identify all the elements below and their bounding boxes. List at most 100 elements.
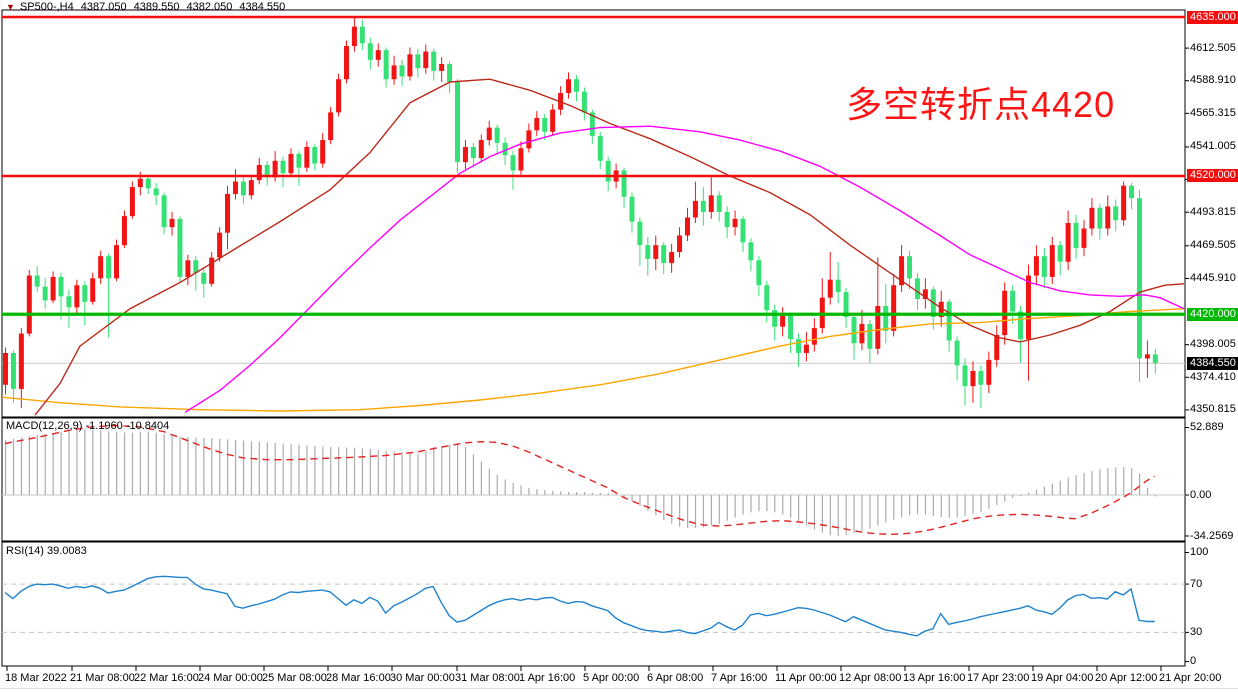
macd-histogram-bar [12, 438, 15, 495]
candle-body-up [169, 218, 175, 228]
candle-body-up [248, 180, 254, 196]
candle-body-down [764, 285, 770, 311]
time-tick-label: 19 Apr 04:00 [1031, 672, 1094, 684]
price-tick-label: 4398.005 [1190, 338, 1236, 351]
candle-body-up [209, 257, 215, 284]
candle-body-down [1152, 354, 1158, 364]
candle-body-up [90, 278, 96, 302]
macd-histogram-bar [1051, 483, 1053, 495]
macd-histogram-bar [552, 490, 554, 495]
macd-histogram-bar [679, 495, 681, 527]
macd-histogram-bar [591, 492, 594, 495]
candle-body-down [1018, 311, 1024, 340]
candle-body-down [494, 127, 500, 143]
macd-histogram-bar [1138, 473, 1141, 495]
macd-histogram-bar [1043, 486, 1046, 495]
macd-histogram-bar [845, 495, 847, 536]
macd-histogram-bar [211, 438, 213, 495]
macd-histogram-bar [1004, 495, 1006, 502]
price-line-badge: 4635.000 [1187, 10, 1238, 24]
candle-body-up [232, 181, 238, 194]
macd-histogram-bar [782, 495, 784, 515]
candle-body-down [542, 117, 548, 132]
rsi-line [4, 575, 1155, 637]
candle-body-up [653, 245, 659, 259]
candle-body-down [264, 164, 270, 178]
price-tick-label: 4445.910 [1190, 271, 1236, 284]
candle-body-up [129, 187, 135, 217]
macd-histogram-bar [60, 431, 62, 495]
macd-histogram-bar [472, 454, 475, 495]
candle-body-down [589, 112, 595, 136]
macd-histogram-bar [52, 432, 54, 495]
candle-body-down [573, 79, 579, 92]
candle-body-down [161, 195, 167, 228]
candle-body-down [946, 301, 952, 341]
macd-histogram-bar [734, 495, 736, 518]
time-tick-label: 22 Mar 16:00 [134, 672, 199, 684]
candle-body-up [1049, 245, 1055, 277]
macd-histogram-bar [5, 439, 7, 495]
symbol-ohlc-info: ▼ SP500-,H4 4387.050 4389.550 4382.050 4384.5… [6, 1, 285, 13]
candle-body-up [566, 79, 572, 94]
macd-histogram-bar [116, 432, 118, 495]
macd-tick-label: 52.889 [1190, 421, 1224, 433]
candle-body-down [621, 170, 627, 197]
macd-histogram-bar [68, 430, 70, 495]
macd-histogram-bar [338, 447, 340, 495]
candle-body-down [835, 279, 841, 293]
candle-body-up [407, 54, 413, 77]
candle-body-down [502, 142, 508, 156]
candle-body-down [788, 315, 794, 340]
candle-body-down [740, 218, 746, 243]
time-tick-label: 1 Apr 16:00 [519, 672, 576, 684]
macd-histogram-bar [219, 438, 221, 495]
macd-histogram-bar [956, 495, 958, 518]
candle-body-down [359, 26, 365, 44]
candle-body-down [10, 352, 16, 389]
candle-body-down [748, 242, 754, 261]
macd-histogram-bar [1099, 469, 1101, 495]
rsi-tick-label: 0 [1190, 655, 1197, 667]
macd-histogram-bar [171, 435, 173, 495]
macd-histogram-bar [274, 442, 276, 495]
macd-histogram-bar [1115, 467, 1117, 495]
candle-body-down [1057, 245, 1063, 262]
macd-histogram-bar [1131, 468, 1133, 495]
macd-histogram-bar [512, 483, 514, 495]
time-tick-label: 6 Apr 08:00 [647, 672, 704, 684]
candle-body-up [121, 216, 127, 246]
candle-body-up [875, 305, 881, 349]
candle-body-down [581, 91, 587, 113]
candle-body-up [114, 245, 120, 279]
candle-body-down [843, 292, 849, 318]
candle-body-up [827, 279, 833, 298]
candle-body-down [58, 276, 64, 297]
macd-histogram-bar [1123, 467, 1125, 495]
macd-histogram-bar [1027, 492, 1030, 495]
candle-body-up [684, 217, 690, 236]
macd-histogram-bar [774, 495, 776, 513]
macd-histogram-bar [1020, 495, 1022, 496]
candle-body-down [962, 365, 968, 387]
candle-body-up [137, 178, 143, 188]
candle-body-down [978, 370, 984, 385]
candle-body-down [914, 278, 920, 300]
macd-histogram-bar [20, 437, 23, 495]
macd-histogram-bar [282, 443, 284, 495]
time-tick-label: 25 Mar 08:00 [262, 672, 327, 684]
macd-histogram-bar [195, 437, 197, 495]
macd-histogram-bar [988, 495, 990, 509]
candle-body-up [526, 130, 532, 149]
macd-histogram-bar [575, 492, 578, 495]
macd-histogram-bar [361, 448, 364, 495]
candle-body-up [304, 146, 310, 168]
time-tick-label: 21 Mar 08:00 [70, 672, 135, 684]
candle-body-up [478, 140, 484, 159]
candle-body-up [677, 235, 683, 253]
candle-body-up [899, 256, 905, 286]
candle-body-down [240, 181, 246, 196]
macd-histogram-bar [425, 450, 427, 495]
main-panel-frame [1, 9, 1186, 418]
